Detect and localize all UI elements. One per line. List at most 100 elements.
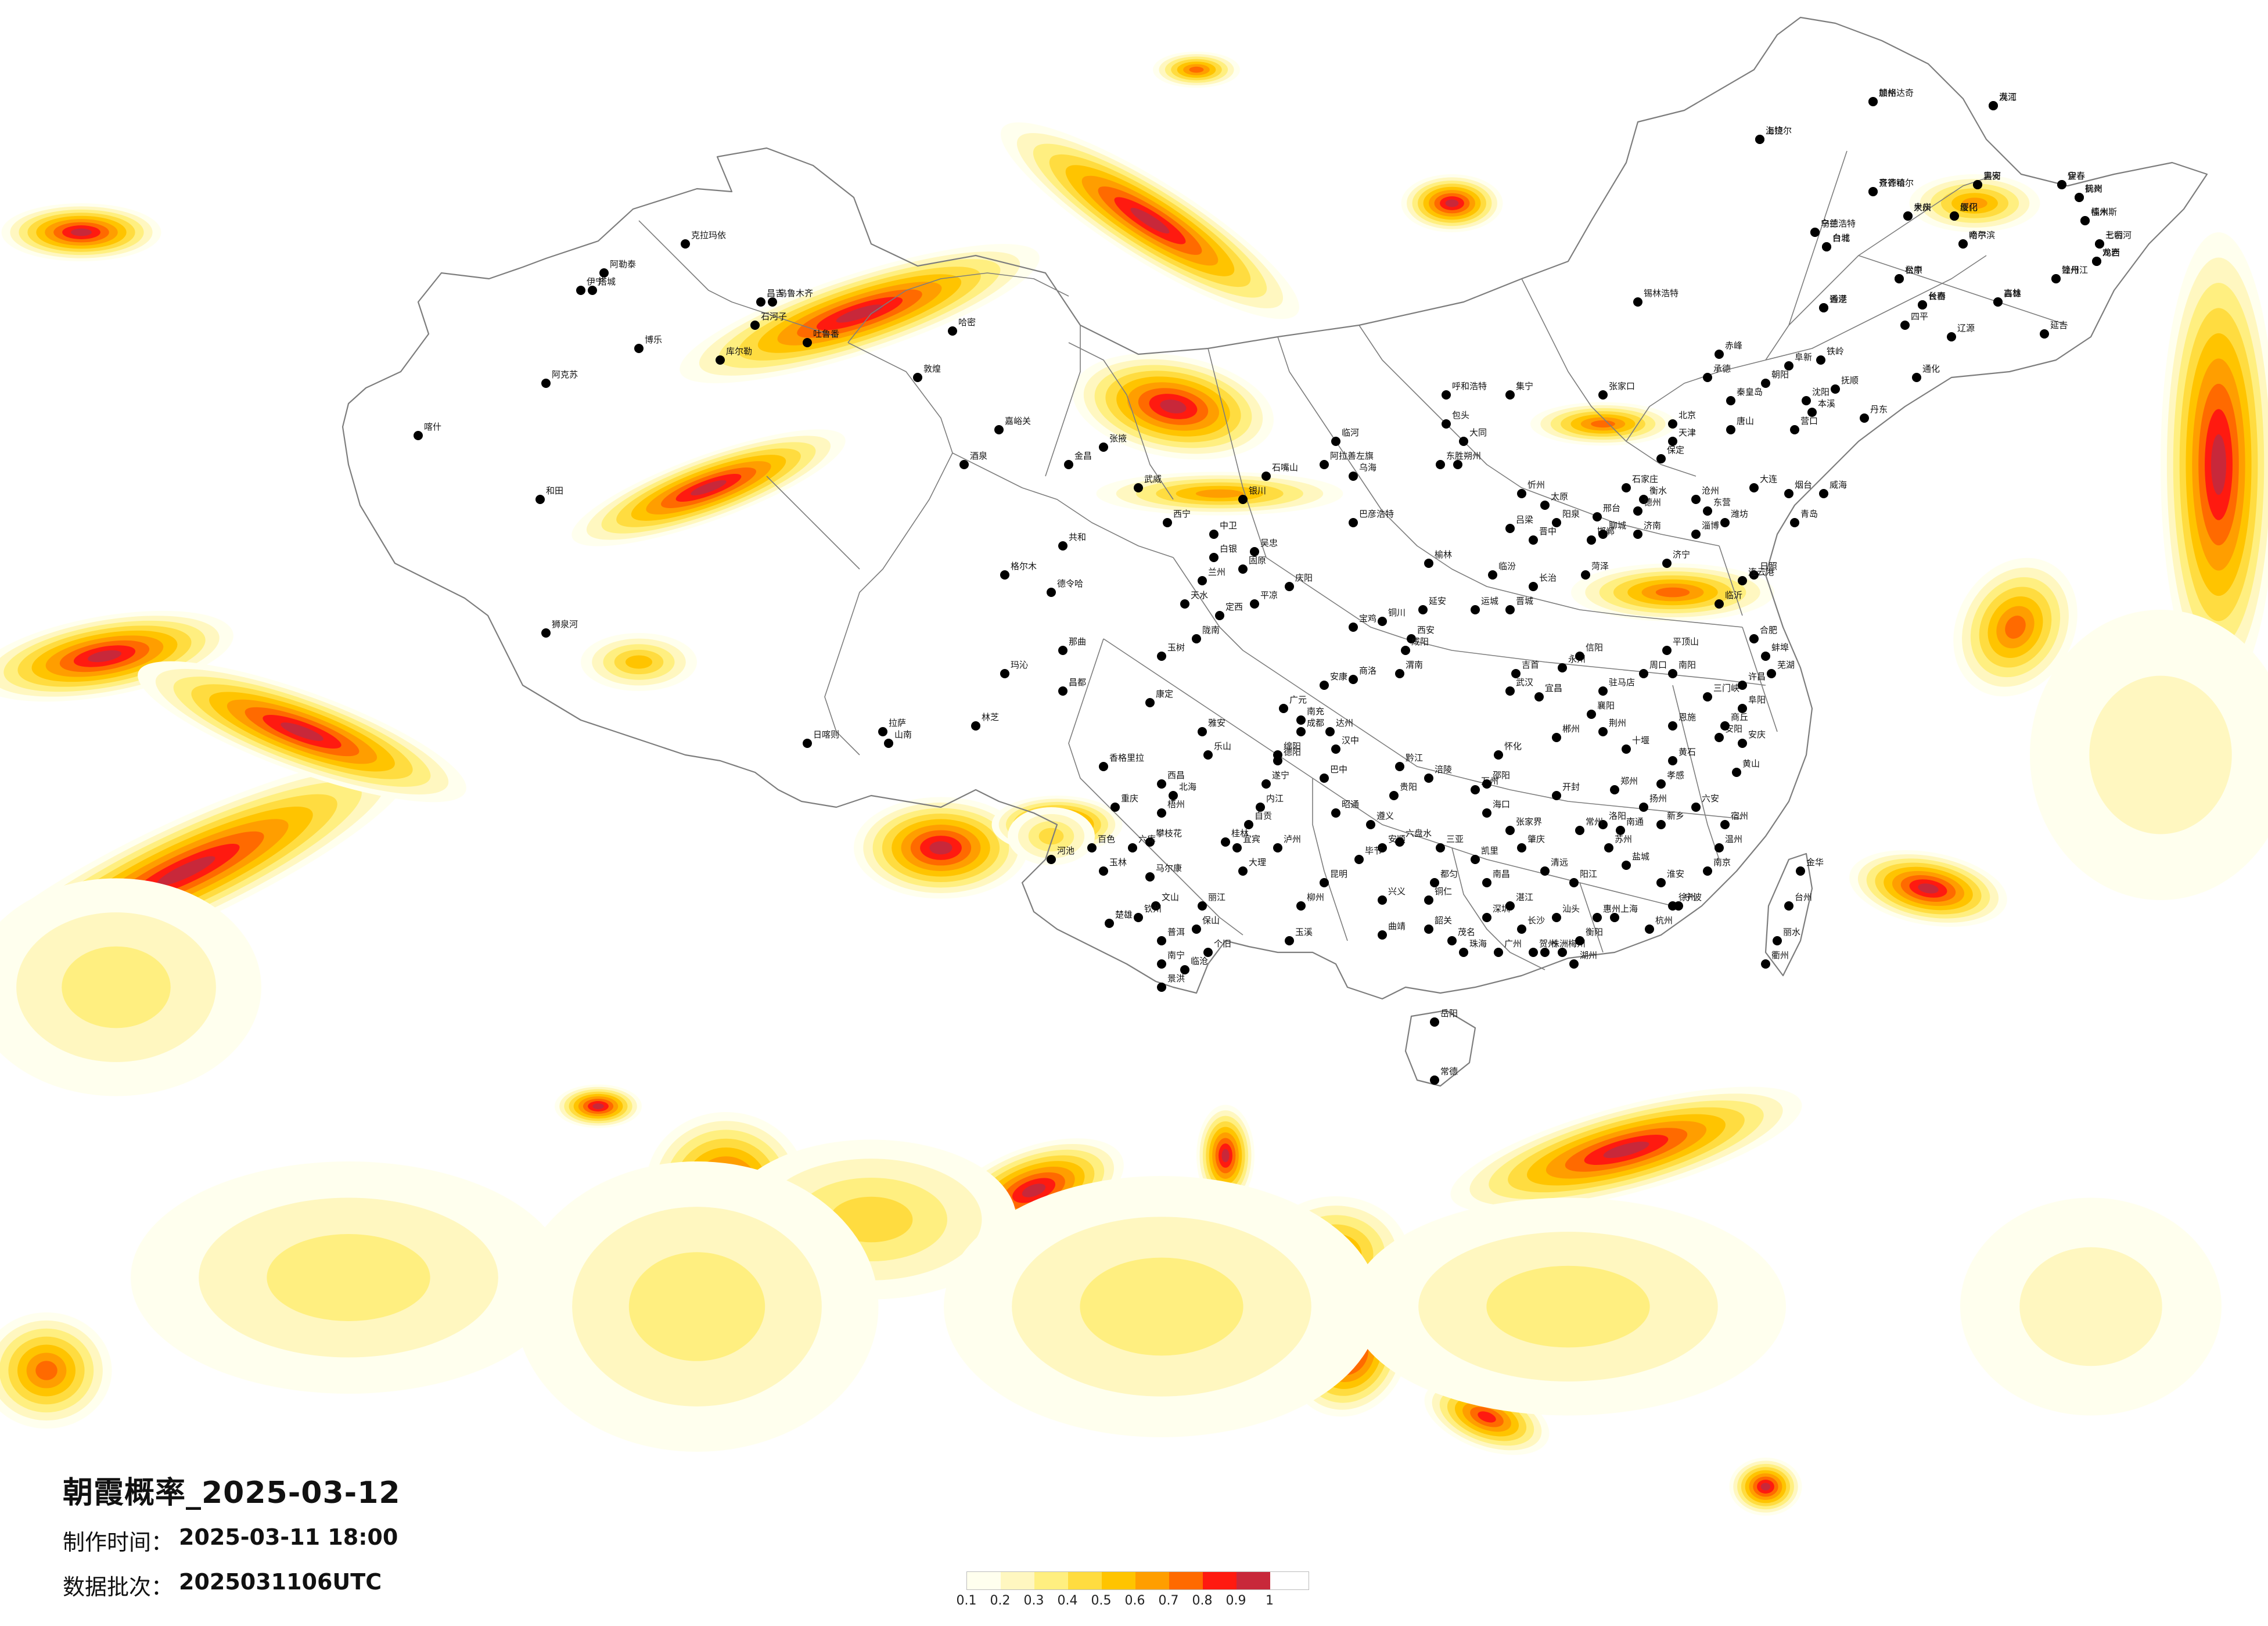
city-dot: [1482, 779, 1491, 789]
city-dot: [1819, 489, 1828, 498]
city-marker: 衡水: [1639, 485, 1667, 504]
city-marker: 漳州: [2051, 265, 2079, 283]
city-dot: [1221, 837, 1230, 847]
city-label: 中卫: [1220, 520, 1237, 531]
probability-region: [0, 1312, 112, 1429]
city-marker: 张家界: [1505, 816, 1542, 835]
city-dot: [1569, 878, 1579, 887]
city-label: 清远: [1551, 857, 1568, 868]
city-label: 鹤岗: [2085, 184, 2102, 194]
city-label: 涪陵: [1435, 764, 1452, 775]
city-dot: [1000, 669, 1009, 678]
city-label: 临河: [1342, 427, 1359, 438]
city-marker: 沈阳: [1802, 387, 1830, 405]
city-label: 上海: [1620, 904, 1638, 914]
city-label: 百色: [1098, 834, 1115, 844]
city-label: 韶关: [1435, 915, 1452, 926]
city-marker: 金华: [1796, 857, 1824, 876]
city-label: 周口: [1649, 660, 1667, 670]
city-marker: 北京: [1668, 410, 1696, 429]
city-label: 香格里拉: [1109, 753, 1144, 763]
probability-region: [2161, 232, 2268, 697]
city-label: 台中: [1905, 265, 1922, 275]
city-dot: [1529, 582, 1538, 591]
city-marker: 景洪: [1157, 973, 1185, 992]
city-label: 连云港: [1748, 567, 1774, 577]
city-label: 太原: [1551, 491, 1568, 502]
city-label: 铁岭: [1827, 346, 1844, 357]
city-marker: 新乡: [1656, 811, 1684, 829]
city-label: 丽江: [1208, 892, 1225, 902]
city-label: 泉州: [1914, 202, 1931, 213]
city-marker: 南京: [1703, 857, 1731, 876]
city-marker: 庆阳: [1285, 573, 1313, 591]
city-label: 晋中: [1539, 526, 1557, 537]
city-marker: 福州: [2080, 207, 2108, 225]
city-marker: 台中: [1895, 265, 1922, 283]
city-marker: 酒泉: [959, 451, 987, 469]
city-label: 许昌: [1748, 671, 1766, 682]
city-dot: [1505, 524, 1515, 533]
city-marker: 包头: [1442, 410, 1469, 429]
city-label: 成都: [1307, 718, 1324, 728]
city-dot: [2095, 239, 2104, 249]
city-marker: 湖州: [1569, 950, 1597, 969]
city-label: 威海: [1830, 480, 1847, 490]
city-marker: 曲靖: [1378, 921, 1406, 940]
city-marker: 南平: [1958, 230, 1986, 249]
map-title: 朝霞概率_2025-03-12: [63, 1476, 401, 1510]
city-dot: [1471, 855, 1480, 864]
city-dot: [1540, 948, 1550, 957]
city-dot: [1430, 878, 1439, 887]
city-dot: [1349, 472, 1358, 481]
city-dot: [2080, 216, 2090, 225]
city-marker: 梧州: [1157, 799, 1185, 818]
city-marker: 百色: [1087, 834, 1115, 852]
city-dot: [1285, 936, 1294, 945]
city-dot: [1720, 820, 1730, 829]
probability-region: [854, 797, 1028, 899]
legend-colorbar: [966, 1571, 1309, 1590]
city-dot: [1157, 936, 1166, 945]
city-marker: 淄博: [1691, 520, 1719, 539]
city-marker: 辽源: [1947, 323, 1975, 341]
city-label: 铜川: [1388, 607, 1406, 618]
city-marker: 阜新: [1784, 352, 1812, 370]
city-label: 厦门: [1960, 202, 1978, 213]
city-label: 榆林: [1435, 549, 1452, 560]
city-marker: 敦煌: [913, 364, 941, 382]
city-marker: 商洛: [1349, 665, 1376, 684]
city-label: 东胜: [1446, 451, 1464, 461]
city-label: 衢州: [1771, 950, 1789, 961]
city-marker: 韶关: [1424, 915, 1452, 934]
city-dot: [1349, 675, 1358, 684]
city-dot: [1505, 686, 1515, 696]
city-marker: 马尔康: [1145, 863, 1182, 882]
city-marker: 黄山: [1732, 758, 1760, 777]
city-marker: 日照: [1749, 561, 1777, 580]
city-dot: [1395, 837, 1404, 847]
city-dot: [1331, 808, 1340, 818]
city-dot: [576, 286, 585, 295]
city-marker: 赣州: [1868, 88, 1896, 106]
city-label: 南平: [1969, 230, 1986, 240]
city-marker: 武汉: [1505, 677, 1533, 696]
city-marker: 文山: [1151, 892, 1179, 911]
city-marker: 玉溪: [1285, 927, 1313, 945]
city-label: 石家庄: [1632, 474, 1658, 484]
city-dot: [1668, 419, 1677, 429]
city-dot: [1320, 460, 1329, 469]
city-marker: 四平: [1900, 311, 1928, 330]
probability-region: [131, 1161, 566, 1394]
city-marker: 吐鲁番: [803, 329, 839, 347]
city-label: 黄石: [1678, 747, 1696, 757]
city-label: 张掖: [1109, 433, 1127, 444]
city-label: 朔州: [1464, 451, 1481, 461]
city-label: 都匀: [1440, 869, 1458, 879]
city-dot: [1598, 820, 1608, 829]
city-marker: 西安: [1407, 625, 1435, 643]
city-label: 乌兰浩特: [1821, 218, 1856, 229]
city-marker: 伊宁: [576, 276, 604, 295]
city-label: 个旧: [1214, 938, 1231, 949]
city-marker: 太原: [1540, 491, 1568, 510]
